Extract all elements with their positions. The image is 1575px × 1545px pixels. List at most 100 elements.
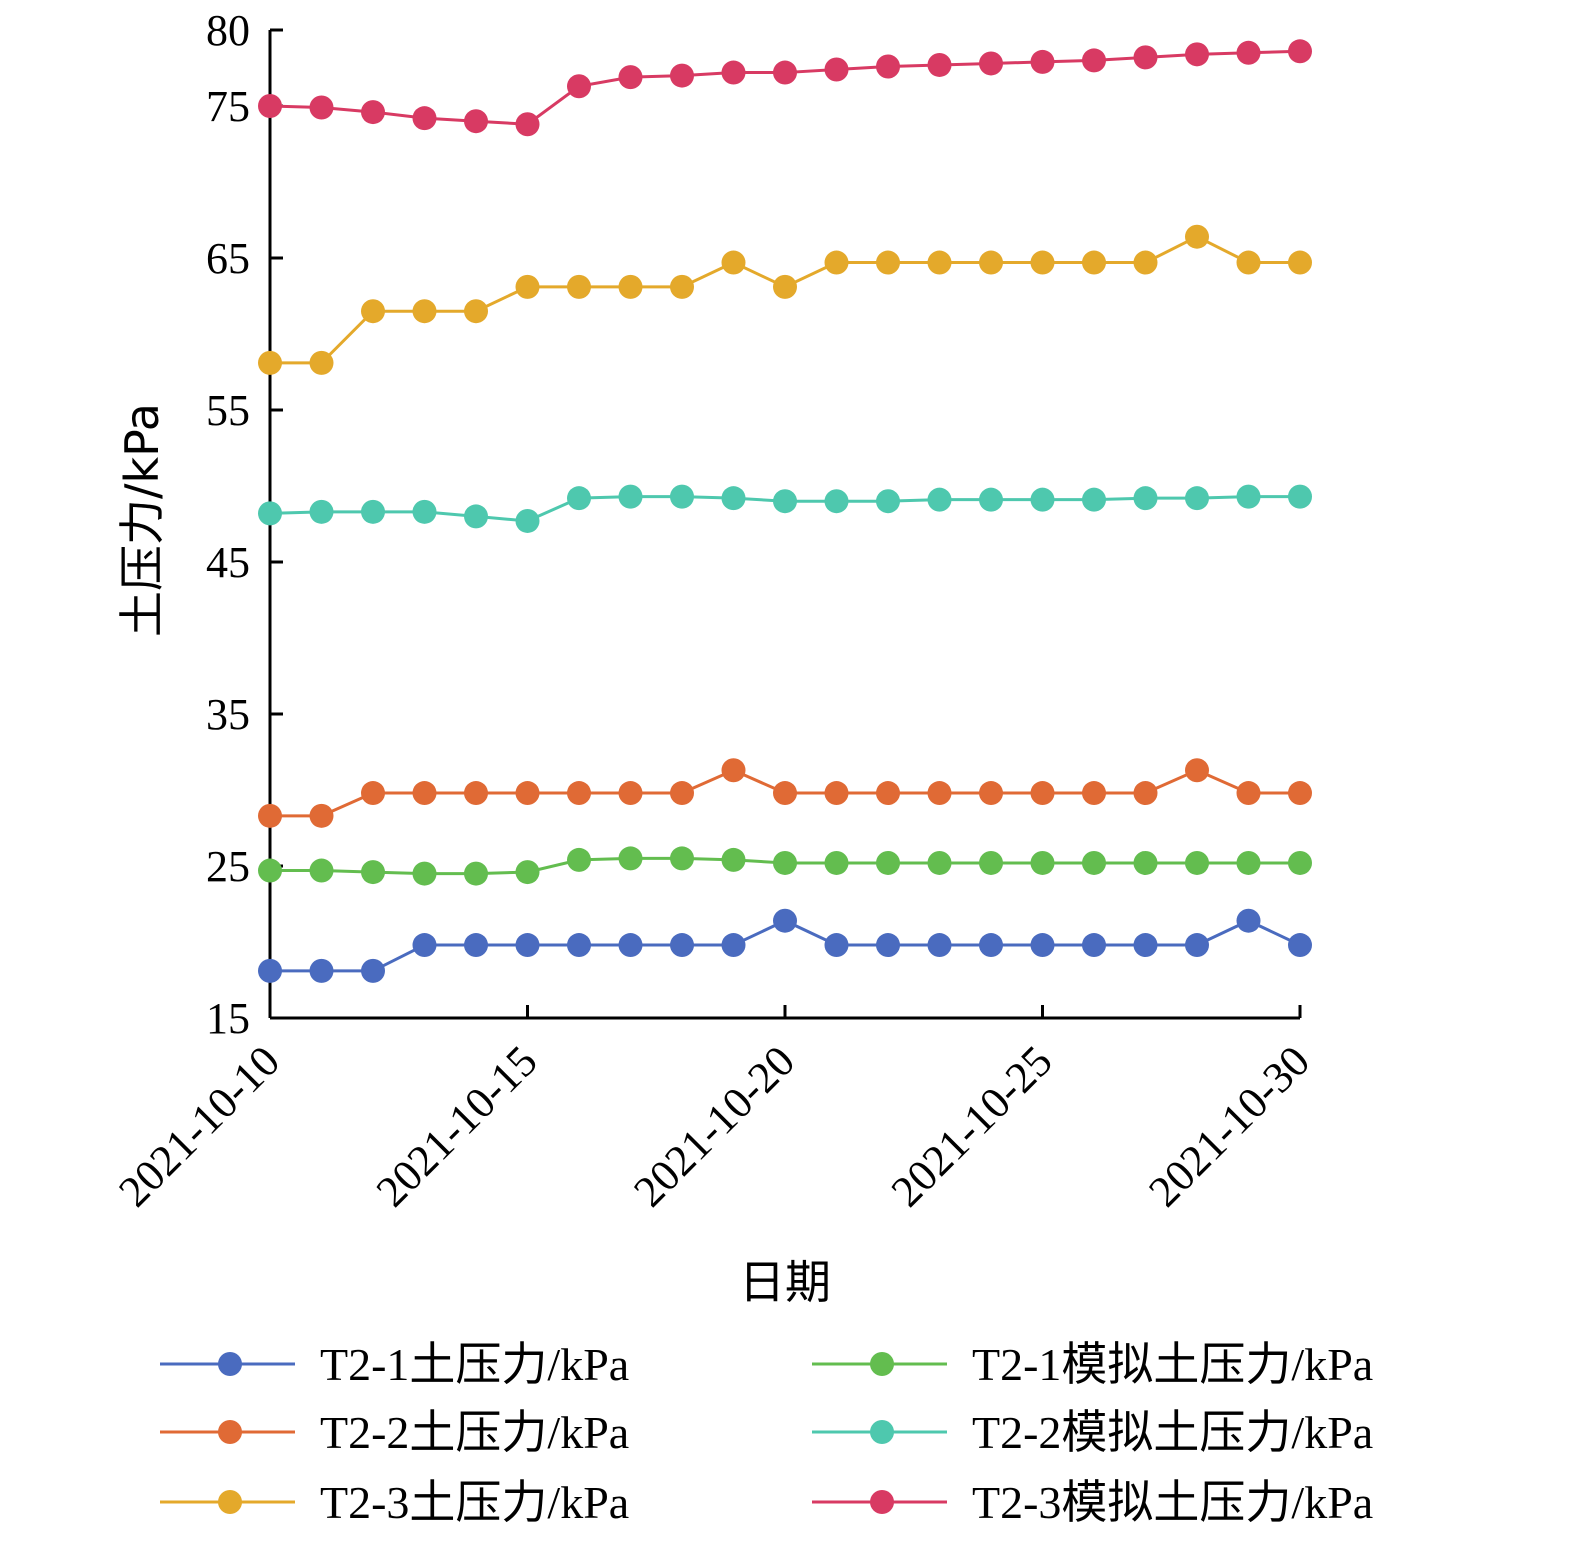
data-point xyxy=(1030,850,1055,875)
data-point xyxy=(721,933,746,958)
data-point xyxy=(927,487,952,512)
legend-label: T2-3模拟土压力/kPa xyxy=(972,1477,1373,1528)
data-point xyxy=(1082,781,1106,806)
data-point xyxy=(464,781,488,806)
data-point xyxy=(670,933,694,958)
data-point xyxy=(670,63,694,88)
data-point xyxy=(361,299,385,324)
data-point xyxy=(824,933,849,958)
data-point xyxy=(1288,850,1312,875)
data-point xyxy=(309,350,334,375)
data-point xyxy=(979,781,1003,806)
data-point xyxy=(1133,933,1158,958)
y-axis-title: 土压力/kPa xyxy=(115,403,169,637)
data-point xyxy=(824,250,849,275)
y-tick-label: 55 xyxy=(206,386,250,435)
data-point xyxy=(412,933,437,958)
data-point xyxy=(412,781,437,806)
data-point xyxy=(670,484,694,509)
data-point xyxy=(1133,850,1158,875)
data-point xyxy=(670,781,694,806)
y-tick-label: 65 xyxy=(206,234,250,283)
series-6 xyxy=(258,39,1312,137)
data-point xyxy=(1082,487,1106,512)
legend: T2-1土压力/kPa T2-2土压力/kPa T2-3土压力/kPa T2-1模拟土… xyxy=(160,1339,1373,1528)
data-point xyxy=(927,250,952,275)
data-point xyxy=(515,781,540,806)
data-point xyxy=(979,250,1003,275)
data-point xyxy=(1082,850,1106,875)
y-tick-label: 25 xyxy=(206,842,250,891)
data-point xyxy=(876,54,900,79)
data-point xyxy=(824,850,849,875)
legend-item: T2-2模拟土压力/kPa xyxy=(812,1407,1373,1458)
data-point xyxy=(1030,49,1055,74)
data-point xyxy=(1082,48,1106,73)
data-point xyxy=(927,850,952,875)
legend-label: T2-3土压力/kPa xyxy=(320,1477,629,1528)
legend-marker xyxy=(218,1490,242,1514)
data-point xyxy=(618,274,643,299)
data-point xyxy=(618,933,643,958)
series-4 xyxy=(258,846,1312,886)
data-point xyxy=(721,60,746,85)
data-point xyxy=(1185,933,1209,958)
y-tick-label: 45 xyxy=(206,538,250,587)
series-2 xyxy=(258,758,1312,828)
legend-marker xyxy=(870,1490,894,1514)
data-point xyxy=(618,65,643,90)
legend-label: T2-1模拟土压力/kPa xyxy=(972,1339,1373,1390)
data-point xyxy=(258,958,282,983)
data-point xyxy=(773,489,797,514)
data-point xyxy=(1133,45,1158,70)
data-point xyxy=(618,781,643,806)
data-point xyxy=(309,95,334,120)
data-point xyxy=(309,499,334,524)
legend-marker xyxy=(870,1352,894,1376)
data-point xyxy=(515,860,540,885)
data-point xyxy=(1236,908,1261,933)
legend-item: T2-1模拟土压力/kPa xyxy=(812,1339,1373,1390)
data-point xyxy=(824,57,849,82)
data-point xyxy=(824,489,849,514)
data-point xyxy=(618,484,643,509)
data-point xyxy=(515,508,540,533)
data-point xyxy=(412,499,437,524)
data-point xyxy=(773,781,797,806)
data-point xyxy=(979,850,1003,875)
data-point xyxy=(824,781,849,806)
data-point xyxy=(309,858,334,883)
data-point xyxy=(1185,758,1209,783)
legend-label: T2-1土压力/kPa xyxy=(320,1339,629,1390)
data-point xyxy=(721,486,746,511)
data-point xyxy=(773,274,797,299)
data-point xyxy=(927,52,952,77)
data-point xyxy=(567,933,591,958)
legend-label: T2-2土压力/kPa xyxy=(320,1407,629,1458)
data-point xyxy=(464,933,488,958)
data-point xyxy=(1185,42,1209,67)
data-point xyxy=(773,908,797,933)
legend-item: T2-1土压力/kPa xyxy=(160,1339,629,1390)
data-point xyxy=(1030,933,1055,958)
y-ticks: 15 25 35 45 55 65 75 80 xyxy=(206,6,283,1043)
data-point xyxy=(567,486,591,511)
data-point xyxy=(1185,224,1209,249)
data-point xyxy=(567,274,591,299)
data-point xyxy=(927,933,952,958)
x-tick-label: 2021-10-10 xyxy=(109,1036,289,1216)
data-point xyxy=(1288,250,1312,275)
data-point xyxy=(1082,933,1106,958)
data-point xyxy=(567,847,591,872)
data-point xyxy=(1133,781,1158,806)
data-point xyxy=(1236,40,1261,65)
data-point xyxy=(361,499,385,524)
data-point xyxy=(258,350,282,375)
data-point xyxy=(721,758,746,783)
data-point xyxy=(1030,781,1055,806)
series-5 xyxy=(258,484,1312,533)
data-point xyxy=(258,858,282,883)
y-tick-label: 35 xyxy=(206,690,250,739)
data-point xyxy=(1133,486,1158,511)
data-point xyxy=(515,112,540,137)
